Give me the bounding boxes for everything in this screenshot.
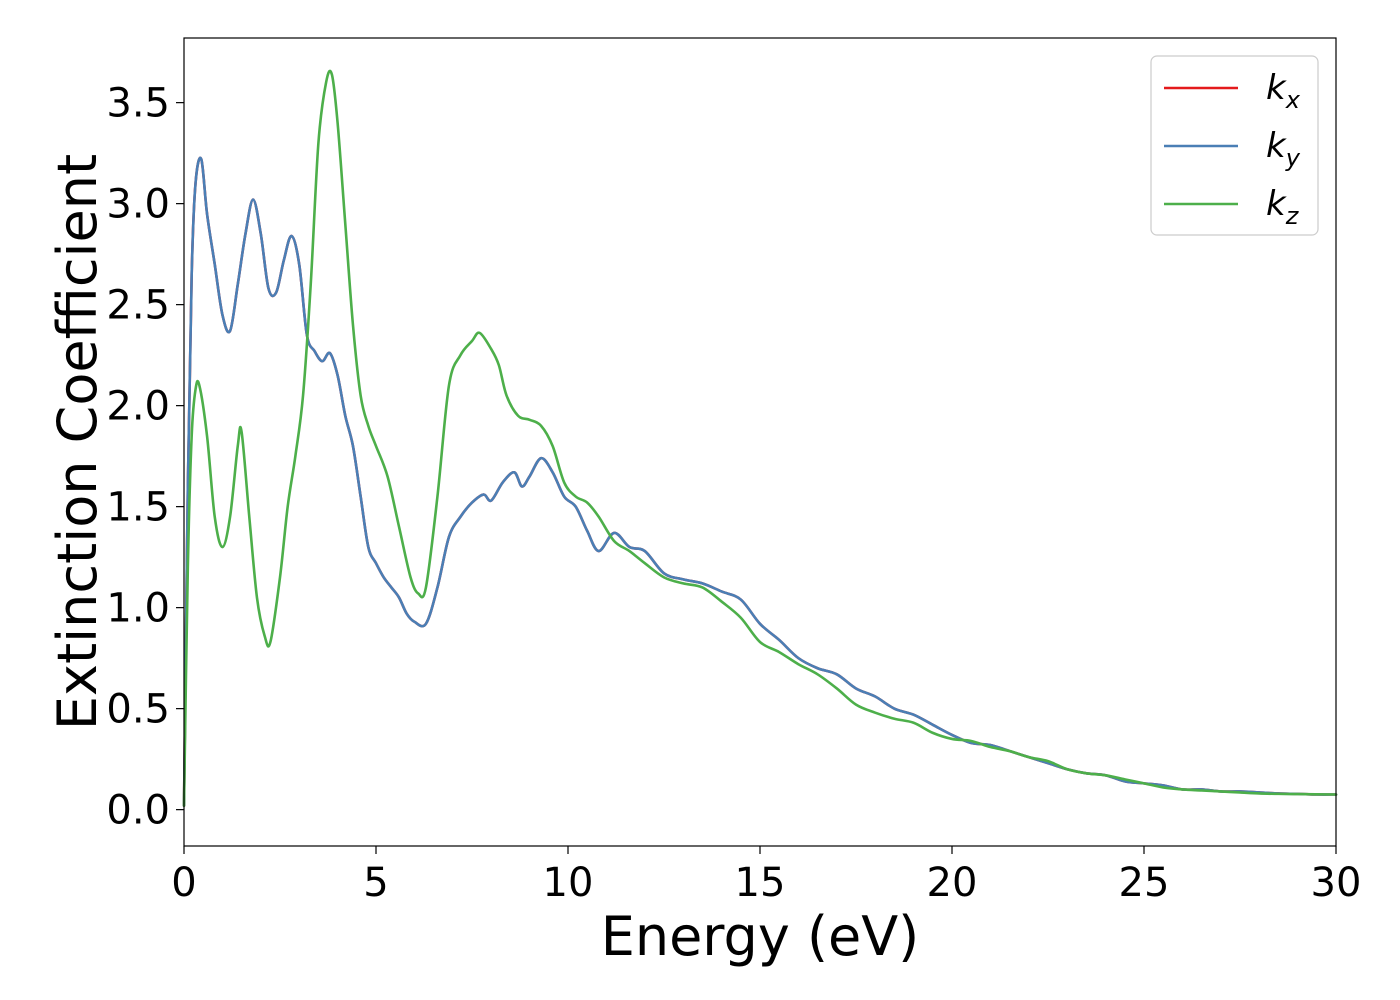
- legend: kx ky kz: [1150, 55, 1319, 236]
- y-tick-label: 2.0: [106, 384, 170, 430]
- series-line-y: [182, 156, 1338, 807]
- y-tick-label: 0.5: [106, 687, 170, 733]
- series-layer: [182, 69, 1338, 807]
- y-tick-label: 3.0: [106, 182, 170, 228]
- x-tick-label: 25: [1119, 860, 1170, 906]
- x-axis-title: Energy (eV): [601, 905, 920, 968]
- legend-label-y: ky: [1266, 126, 1301, 172]
- x-tick-label: 10: [543, 860, 594, 906]
- x-tick-label: 30: [1311, 860, 1362, 906]
- y-tick-label: 0.0: [106, 788, 170, 834]
- x-tick-label: 0: [171, 860, 196, 906]
- legend-label-x: kx: [1266, 68, 1301, 114]
- x-tick-label: 5: [363, 860, 388, 906]
- x-tick-label: 20: [927, 860, 978, 906]
- y-tick-label: 3.5: [106, 81, 170, 127]
- x-tick-label: 15: [735, 860, 786, 906]
- y-tick-label: 1.0: [106, 586, 170, 632]
- legend-label-z: kz: [1266, 184, 1300, 230]
- series-line-z: [182, 69, 1338, 807]
- y-tick-label: 1.5: [106, 485, 170, 531]
- y-axis-title: Extinction Coefficient: [46, 154, 109, 730]
- y-axis: 0.0 0.5 1.0 1.5 2.0 2.5 3.0 3.5: [106, 81, 184, 834]
- x-axis: 0 5 10 15 20 25 30: [171, 846, 1361, 906]
- y-tick-label: 2.5: [106, 283, 170, 329]
